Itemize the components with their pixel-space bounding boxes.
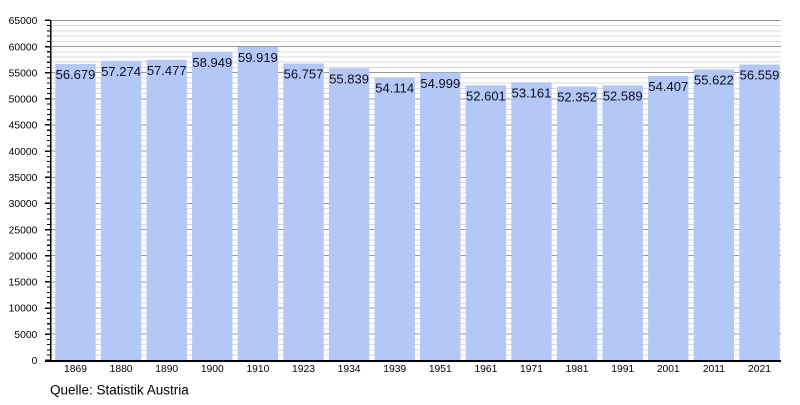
- svg-text:45000: 45000: [9, 121, 38, 132]
- svg-text:15000: 15000: [9, 278, 38, 289]
- svg-text:1923: 1923: [292, 364, 315, 375]
- svg-text:Quelle: Statistik Austria: Quelle: Statistik Austria: [50, 382, 189, 397]
- svg-text:53.161: 53.161: [512, 86, 552, 101]
- svg-text:52.601: 52.601: [466, 88, 506, 103]
- svg-text:55.622: 55.622: [694, 73, 734, 88]
- svg-text:59.919: 59.919: [238, 50, 278, 65]
- svg-text:1991: 1991: [611, 364, 634, 375]
- svg-text:1934: 1934: [338, 364, 361, 375]
- svg-text:60000: 60000: [9, 42, 38, 53]
- svg-text:1900: 1900: [201, 364, 224, 375]
- svg-text:55000: 55000: [9, 68, 38, 79]
- svg-text:25000: 25000: [9, 225, 38, 236]
- svg-text:57.274: 57.274: [101, 64, 141, 79]
- svg-text:20000: 20000: [9, 251, 38, 262]
- svg-text:1961: 1961: [474, 364, 497, 375]
- svg-text:10000: 10000: [9, 304, 38, 315]
- svg-text:58.949: 58.949: [192, 55, 232, 70]
- svg-text:35000: 35000: [9, 173, 38, 184]
- svg-text:1890: 1890: [155, 364, 178, 375]
- svg-text:54.999: 54.999: [420, 76, 460, 91]
- svg-text:56.757: 56.757: [284, 67, 324, 82]
- svg-text:1869: 1869: [64, 364, 87, 375]
- svg-text:57.477: 57.477: [147, 63, 187, 78]
- svg-text:1971: 1971: [520, 364, 543, 375]
- svg-text:2011: 2011: [703, 364, 725, 375]
- svg-text:55.839: 55.839: [329, 72, 369, 87]
- svg-text:30000: 30000: [9, 199, 38, 210]
- svg-text:40000: 40000: [9, 147, 38, 158]
- svg-text:1981: 1981: [566, 364, 589, 375]
- svg-text:54.407: 54.407: [648, 79, 688, 94]
- svg-text:5000: 5000: [14, 330, 37, 341]
- svg-text:54.114: 54.114: [375, 81, 414, 96]
- svg-text:1910: 1910: [246, 364, 269, 375]
- svg-text:1951: 1951: [429, 364, 452, 375]
- svg-text:52.589: 52.589: [603, 89, 643, 104]
- svg-text:50000: 50000: [9, 95, 38, 106]
- svg-text:2001: 2001: [657, 364, 680, 375]
- svg-text:56.679: 56.679: [56, 67, 96, 82]
- svg-text:1939: 1939: [383, 364, 406, 375]
- svg-text:65000: 65000: [9, 16, 38, 27]
- svg-text:0: 0: [32, 356, 38, 367]
- svg-text:52.352: 52.352: [557, 90, 597, 105]
- svg-text:56.559: 56.559: [740, 68, 780, 83]
- svg-text:1880: 1880: [110, 364, 133, 375]
- svg-text:2021: 2021: [748, 364, 771, 375]
